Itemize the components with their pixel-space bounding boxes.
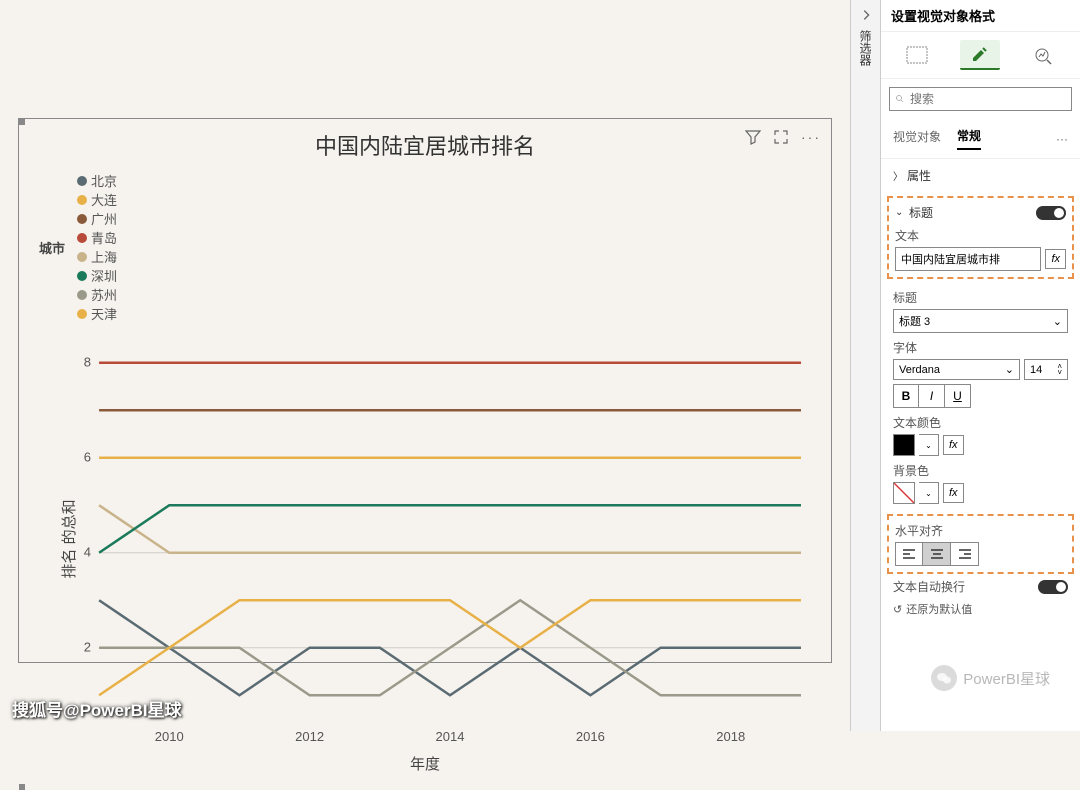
bg-color-swatch[interactable]	[893, 482, 915, 504]
legend-item[interactable]: 深圳	[77, 266, 117, 285]
chevron-down-icon: ⌄	[1005, 363, 1014, 376]
svg-text:2018: 2018	[716, 729, 745, 744]
reset-icon: ↺	[893, 603, 902, 616]
search-input[interactable]	[910, 92, 1065, 106]
align-section-highlight: 水平对齐	[887, 514, 1074, 574]
search-box[interactable]	[889, 87, 1072, 111]
analytics-tab-icon[interactable]	[1024, 40, 1064, 70]
watermark: 搜狐号@PowerBI星球	[12, 696, 182, 721]
canvas-area: ··· 中国内陆宜居城市排名 城市 北京大连广州青岛上海深圳苏州天津 排名 的总…	[0, 0, 850, 731]
svg-text:8: 8	[84, 355, 91, 370]
heading-label: 标题	[893, 289, 1068, 306]
legend-item[interactable]: 大连	[77, 190, 117, 209]
text-color-swatch[interactable]	[893, 434, 915, 456]
line-chart-visual[interactable]: ··· 中国内陆宜居城市排名 城市 北京大连广州青岛上海深圳苏州天津 排名 的总…	[18, 118, 832, 663]
title-text-input[interactable]: 中国内陆宜居城市排	[895, 247, 1041, 271]
bold-button[interactable]: B	[893, 384, 919, 408]
more-options-icon[interactable]: ···	[801, 129, 821, 150]
format-tab-icon[interactable]	[960, 40, 1000, 70]
format-panel: 设置视觉对象格式 视觉对象 常规 ··· 〉 属性 ⌄ 标题 文本 中国内陆宜居…	[880, 0, 1080, 731]
align-left-button[interactable]	[895, 542, 923, 566]
fields-tab-icon[interactable]	[897, 40, 937, 70]
fx-button[interactable]: fx	[943, 483, 964, 503]
tab-general[interactable]: 常规	[957, 127, 981, 150]
svg-text:6: 6	[84, 450, 91, 465]
font-size-input[interactable]: 14 ˄˅	[1024, 359, 1068, 380]
text-field-label: 文本	[895, 227, 1066, 244]
fx-button[interactable]: fx	[943, 435, 964, 455]
filters-pane-collapsed[interactable]: 筛选器	[850, 0, 880, 731]
filter-icon[interactable]	[745, 129, 761, 150]
chevron-down-icon: ⌄	[895, 207, 905, 218]
legend-item[interactable]: 北京	[77, 171, 117, 190]
fx-button[interactable]: fx	[1045, 249, 1066, 269]
bg-color-dropdown[interactable]: ⌄	[919, 482, 939, 504]
properties-label: 属性	[907, 167, 931, 184]
legend-item[interactable]: 上海	[77, 247, 117, 266]
align-right-button[interactable]	[951, 542, 979, 566]
legend-label: 城市	[39, 238, 65, 257]
wrap-label: 文本自动换行	[893, 578, 965, 595]
font-label: 字体	[893, 339, 1068, 356]
wrap-toggle[interactable]	[1038, 580, 1068, 594]
collapse-icon	[859, 8, 873, 22]
section-properties[interactable]: 〉 属性	[881, 159, 1080, 192]
italic-button[interactable]: I	[919, 384, 945, 408]
text-color-dropdown[interactable]: ⌄	[919, 434, 939, 456]
chevron-right-icon: 〉	[893, 168, 903, 183]
svg-text:2010: 2010	[155, 729, 184, 744]
align-label: 水平对齐	[895, 522, 1066, 539]
font-family-select[interactable]: Verdana ⌄	[893, 359, 1020, 380]
panel-title: 设置视觉对象格式	[881, 0, 1080, 32]
underline-button[interactable]: U	[945, 384, 971, 408]
section-title-header[interactable]: ⌄ 标题	[895, 204, 1066, 221]
legend-item[interactable]: 青岛	[77, 228, 117, 247]
heading-select[interactable]: 标题 3 ⌄	[893, 309, 1068, 333]
title-section-highlight: ⌄ 标题 文本 中国内陆宜居城市排 fx	[887, 196, 1074, 279]
tab-visual[interactable]: 视觉对象	[893, 128, 941, 149]
svg-text:2: 2	[84, 640, 91, 655]
filters-label: 筛选器	[857, 30, 874, 66]
svg-text:2016: 2016	[576, 729, 605, 744]
focus-mode-icon[interactable]	[773, 129, 789, 150]
legend-item[interactable]: 广州	[77, 209, 117, 228]
bg-color-label: 背景色	[893, 462, 1068, 479]
search-icon	[896, 93, 904, 105]
svg-text:2014: 2014	[436, 729, 465, 744]
wechat-icon	[931, 665, 957, 691]
reset-button[interactable]: ↺ 还原为默认值	[881, 595, 1080, 623]
format-tabs: 视觉对象 常规 ···	[881, 119, 1080, 159]
chart-legend: 城市 北京大连广州青岛上海深圳苏州天津	[19, 165, 831, 329]
text-color-label: 文本颜色	[893, 414, 1068, 431]
x-axis-label: 年度	[19, 749, 831, 784]
title-section-label: 标题	[909, 204, 933, 221]
align-center-button[interactable]	[923, 542, 951, 566]
wechat-badge: PowerBI星球	[931, 665, 1050, 691]
svg-text:4: 4	[84, 545, 91, 560]
legend-item[interactable]: 天津	[77, 304, 117, 323]
svg-text:2012: 2012	[295, 729, 324, 744]
chevron-down-icon: ⌄	[1053, 315, 1062, 328]
y-axis-label: 排名 的总和	[58, 499, 79, 578]
panel-mode-tabs	[881, 32, 1080, 79]
stepper-icon[interactable]: ˄˅	[1057, 364, 1062, 376]
title-toggle[interactable]	[1036, 206, 1066, 220]
chart-plot-area: 排名 的总和 246820102012201420162018	[69, 329, 811, 749]
tabs-more-icon[interactable]: ···	[1056, 132, 1068, 146]
chart-title: 中国内陆宜居城市排名	[19, 119, 831, 165]
chart-svg: 2 4 6 8 2010 2012 2014 2016 2018	[69, 329, 811, 749]
legend-item[interactable]: 苏州	[77, 285, 117, 304]
